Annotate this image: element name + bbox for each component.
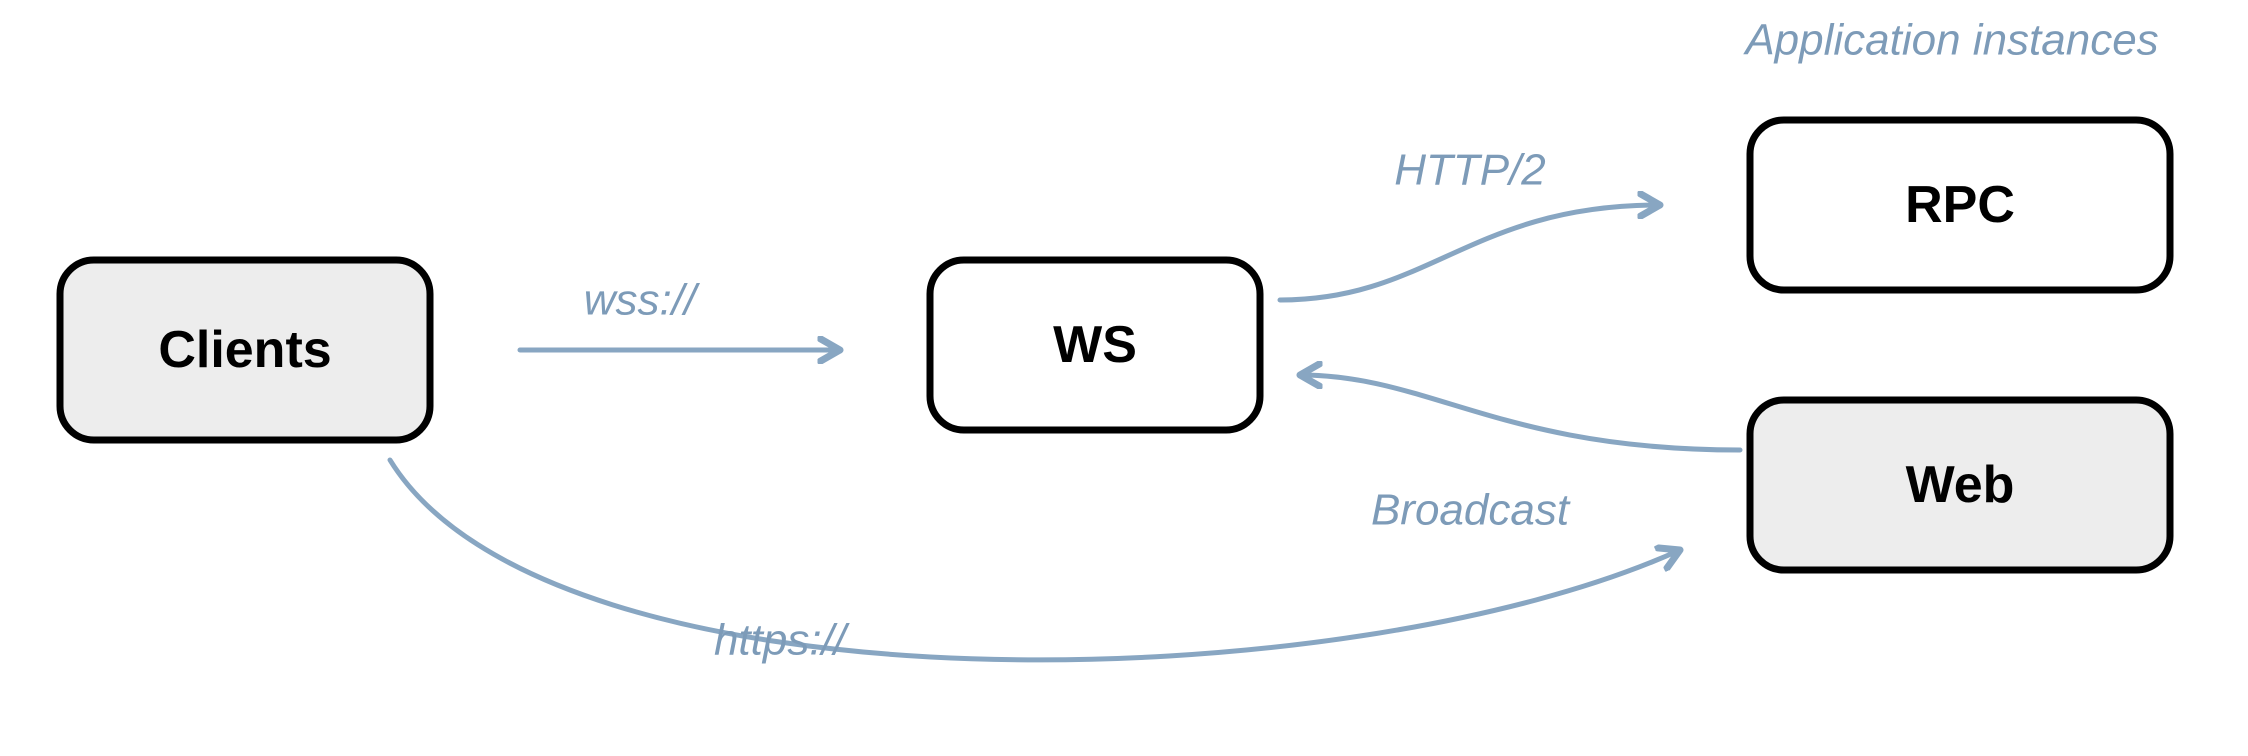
- edge-label-wss: wss://: [584, 276, 700, 325]
- edge-label-http2: HTTP/2: [1394, 146, 1546, 195]
- node-label-ws: WS: [1053, 316, 1137, 374]
- node-label-clients: Clients: [158, 321, 331, 379]
- node-label-web: Web: [1906, 456, 2015, 514]
- edge-label-broadcast: Broadcast: [1371, 486, 1571, 535]
- edge-http2: [1280, 205, 1660, 300]
- edge-label-https: https://: [714, 616, 850, 665]
- architecture-diagram: Clients WS RPC Web wss:// HTTP/2 Broadcast http…: [0, 0, 2248, 756]
- header-application-instances: Application instances: [1742, 16, 2158, 65]
- edge-broadcast: [1300, 375, 1740, 450]
- node-label-rpc: RPC: [1905, 176, 2015, 234]
